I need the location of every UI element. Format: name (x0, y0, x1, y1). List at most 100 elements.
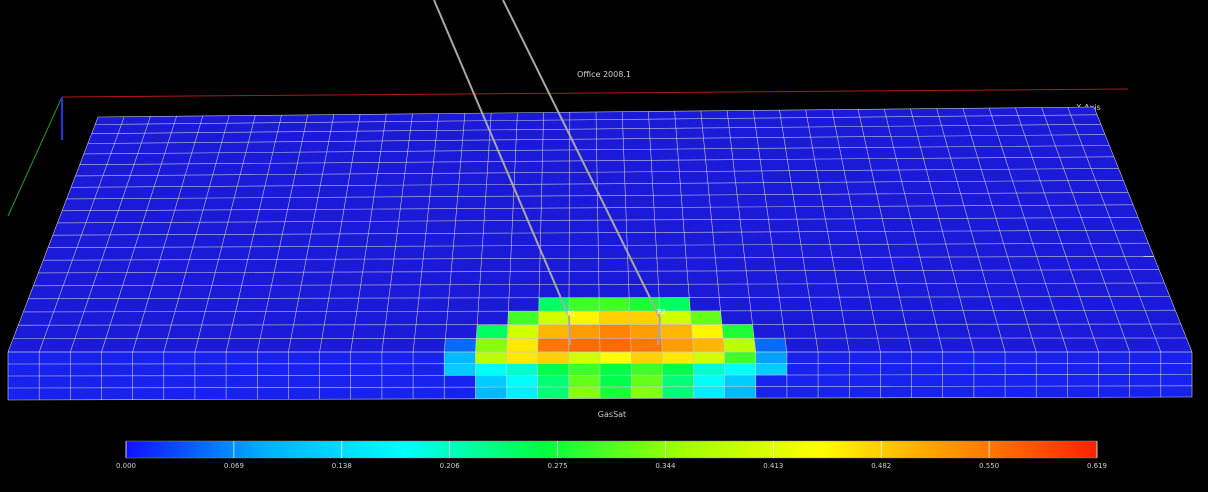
grid-cell-top (1054, 310, 1089, 325)
grid-cell-front (226, 363, 258, 376)
grid-cell-top (568, 324, 600, 339)
grid-cell-top (994, 125, 1025, 136)
grid-cell-top (539, 258, 570, 272)
grid-cell-top (514, 161, 543, 173)
grid-cell-front (506, 387, 538, 399)
grid-line (319, 114, 361, 353)
grid-cell-top (689, 297, 721, 311)
well-p1-label: P1 (567, 310, 576, 318)
grid-cell-top (723, 338, 756, 352)
grid-cell-top (1124, 256, 1159, 270)
grid-cell-top (358, 114, 387, 122)
grid-cell-top (23, 298, 59, 312)
grid-cell-top (411, 113, 439, 122)
grid-cell-top (1090, 243, 1125, 257)
grid-cell-top (479, 271, 511, 285)
grid-cell-top (436, 120, 465, 131)
grid-cell-top (164, 142, 195, 154)
grid-cell-top (716, 270, 748, 285)
grid-line (648, 111, 663, 353)
grid-cell-top (1016, 192, 1049, 206)
grid-cell-top (1028, 145, 1060, 158)
grid-cell-top (33, 272, 68, 286)
grid-cell-top (703, 137, 732, 149)
grid-cell-top (649, 128, 677, 139)
grid-cell-top (1008, 168, 1041, 181)
grid-front-surface (8, 352, 1192, 400)
well-p1[interactable]: P1 (433, 0, 576, 346)
grid-cell-top (1057, 230, 1091, 244)
grid-cell-top (1021, 124, 1052, 136)
grid-cell-top (823, 206, 854, 219)
grid-line (475, 113, 492, 353)
grid-cell-top (623, 138, 651, 150)
grid-cell-top (118, 198, 151, 211)
well-p2-trajectory (502, 0, 661, 319)
grid-cell-top (687, 270, 718, 285)
grid-cell-front (257, 375, 289, 388)
grid-cell-top (704, 148, 733, 160)
grid-cell-top (53, 298, 89, 312)
grid-cell-top (629, 311, 661, 325)
grid-cell-top (714, 244, 745, 258)
grid-cell-top (141, 132, 172, 144)
grid-cell-top (333, 259, 365, 272)
grid-cell-top (977, 157, 1009, 170)
grid-cell-front (319, 387, 351, 400)
grid-cell-top (360, 271, 393, 285)
grid-cell-top (766, 206, 797, 220)
grid-cell-top (807, 117, 836, 127)
grid-cell-top (890, 136, 921, 148)
grid-cell-top (306, 246, 338, 260)
grid-cell-top (302, 131, 331, 142)
grid-cell-top (377, 162, 407, 174)
grid-cell-top (805, 270, 837, 284)
grid-cell-top (825, 218, 857, 232)
grid-cell-top (509, 284, 540, 298)
grid-cell-top (701, 118, 730, 128)
grid-cell-top (935, 205, 968, 219)
grid-cell-top (72, 247, 106, 261)
grid-cell-top (392, 258, 424, 272)
grid-cell-top (324, 311, 357, 325)
grid-cell-top (706, 171, 736, 183)
grid-cell-top (303, 259, 336, 273)
grid-cell-top (487, 161, 516, 173)
grid-line (537, 112, 544, 353)
grid-cell-top (772, 244, 803, 258)
grid-cell-top (337, 233, 369, 247)
grid-cell-top (211, 272, 245, 286)
grid-cell-top (844, 170, 875, 183)
grid-cell-top (1134, 283, 1170, 297)
grid-cell-top (887, 244, 920, 258)
grid-cell-top (311, 221, 342, 234)
grid-cell-top (407, 140, 436, 152)
well-p2-perforation (657, 317, 661, 346)
grid-cell-top (509, 271, 540, 285)
grid-cell-top (721, 324, 755, 339)
grid-cell-front (942, 386, 974, 398)
grid-cell-top (201, 311, 236, 325)
well-p2[interactable]: P2 (502, 0, 666, 346)
grid-cell-top (400, 196, 430, 209)
grid-cell-top (1095, 180, 1129, 193)
grid-cell-top (134, 234, 168, 248)
grid-cell-top (274, 259, 307, 273)
grid-cell-top (268, 285, 302, 299)
grid-cell-top (455, 208, 485, 221)
grid-cell-top (660, 324, 693, 339)
grid-cell-top (775, 270, 808, 284)
grid-cell-front (381, 352, 414, 364)
grid-cell-top (682, 207, 712, 220)
grid-cell-top (8, 338, 44, 352)
grid-cell-front (39, 375, 71, 388)
grid-cell-top (234, 186, 265, 198)
grid-cell-top (410, 121, 438, 131)
grid-cell-top (75, 164, 107, 176)
grid-cell-top (282, 221, 314, 235)
grid-line (412, 113, 439, 353)
grid-cell-top (971, 230, 1004, 244)
grid-cell-top (351, 151, 381, 163)
grid-cell-front (755, 352, 787, 364)
